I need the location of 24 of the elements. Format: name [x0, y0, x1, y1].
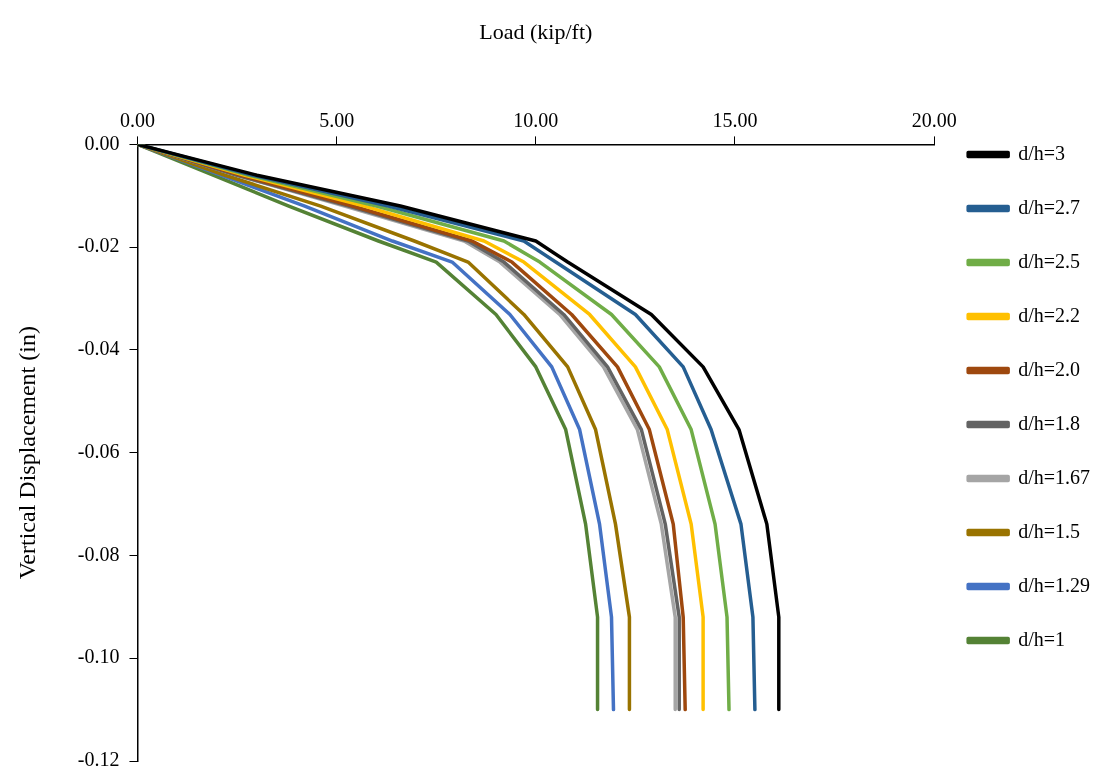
- legend-label: d/h=1.29: [1018, 573, 1091, 596]
- y-axis-title: Vertical Displacement (in): [13, 326, 40, 580]
- y-tick-label: -0.10: [77, 645, 120, 668]
- y-tick-label: -0.02: [77, 234, 120, 257]
- y-tick-label: -0.08: [77, 542, 120, 565]
- y-tick-label: -0.06: [77, 439, 120, 462]
- legend-label: d/h=2.5: [1018, 249, 1081, 272]
- y-tick-label: 0.00: [84, 131, 120, 154]
- legend-label: d/h=1: [1018, 627, 1066, 650]
- x-tick-label: 0.00: [119, 108, 155, 131]
- x-tick-label: 10.00: [513, 108, 559, 131]
- legend-label: d/h=2.7: [1018, 195, 1081, 218]
- y-tick-label: -0.12: [77, 748, 120, 771]
- x-axis-title: Load (kip/ft): [479, 18, 593, 44]
- x-tick-label: 20.00: [911, 108, 957, 131]
- y-tick-label: -0.04: [77, 337, 120, 360]
- legend-label: d/h=3: [1018, 141, 1066, 164]
- legend-label: d/h=2.0: [1018, 357, 1081, 380]
- legend-label: d/h=1.5: [1018, 519, 1081, 542]
- legend-label: d/h=1.8: [1018, 411, 1081, 434]
- legend-label: d/h=1.67: [1018, 465, 1091, 488]
- x-tick-label: 15.00: [712, 108, 758, 131]
- legend-label: d/h=2.2: [1018, 303, 1081, 326]
- x-tick-label: 5.00: [319, 108, 355, 131]
